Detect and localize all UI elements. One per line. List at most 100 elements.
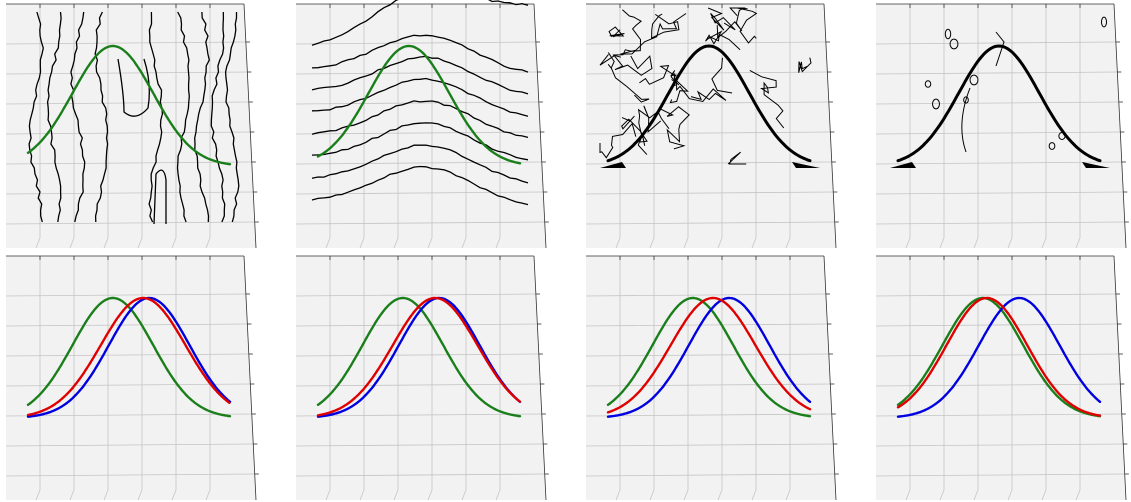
series-red-curve <box>26 296 232 417</box>
grid-floor-line <box>137 237 143 249</box>
contour-line <box>311 165 529 206</box>
pane <box>876 4 1126 248</box>
contour-line <box>607 52 650 103</box>
axis-right <box>823 255 837 501</box>
grid-floor-line <box>939 489 945 501</box>
pane <box>6 4 256 248</box>
panel-r1c1 <box>5 3 259 249</box>
contour-line <box>311 77 529 117</box>
contour-line <box>737 7 758 44</box>
grid-floor-line <box>751 237 757 249</box>
series-black-curve <box>896 44 1102 163</box>
series-blue-curve <box>606 296 812 418</box>
contour-line <box>311 144 529 184</box>
curve-end-marker <box>600 162 626 168</box>
curve-end-marker <box>1082 162 1110 168</box>
contour-line <box>311 0 529 46</box>
grid-hline <box>295 41 536 45</box>
grid-floor-line <box>205 237 211 249</box>
grid-hline <box>295 191 544 195</box>
panel-r1c4 <box>875 3 1129 249</box>
contour-line <box>599 122 637 159</box>
series-green-curve <box>896 296 1102 418</box>
contour-line <box>176 11 190 223</box>
grid-floor-line <box>683 489 689 501</box>
grid-hline <box>295 71 538 75</box>
contour-line <box>46 11 62 223</box>
grid-hline <box>5 71 248 75</box>
grid-floor-line <box>939 237 945 249</box>
contour-line <box>311 34 529 73</box>
grid-floor-line <box>495 237 501 249</box>
grid-floor-line <box>205 489 211 501</box>
grid-hline <box>875 221 1125 225</box>
series-green-curve <box>606 296 812 418</box>
grid-floor-line <box>615 237 621 249</box>
series-green-curve <box>26 296 232 418</box>
grid-floor-line <box>905 489 911 501</box>
grid-hline <box>585 71 828 75</box>
grid-floor-line <box>1075 237 1081 249</box>
contour-line <box>153 169 167 225</box>
grid-floor-line <box>35 237 41 249</box>
contour-blob <box>963 96 969 104</box>
grid-floor-line <box>359 489 365 501</box>
axis-right <box>243 255 257 501</box>
contour-line <box>599 54 653 76</box>
grid-hline <box>585 221 835 225</box>
pane <box>586 4 836 248</box>
grid-hline <box>585 191 834 195</box>
grid-hline <box>585 131 831 135</box>
contour-blob <box>1048 142 1056 150</box>
contour-line <box>749 69 785 129</box>
pane <box>586 256 836 500</box>
contour-blob <box>949 38 959 50</box>
grid-floor-line <box>427 489 433 501</box>
contour-line <box>639 65 680 86</box>
contour-line <box>658 106 690 150</box>
contour-line <box>716 7 746 39</box>
grid-floor-line <box>973 237 979 249</box>
series-blue-curve <box>26 296 232 418</box>
grid-floor-line <box>905 237 911 249</box>
grid-hline <box>5 293 246 297</box>
contour-line <box>94 11 109 223</box>
grid-floor-line <box>103 237 109 249</box>
contour-line <box>224 12 240 223</box>
panel-r2c4 <box>875 255 1129 501</box>
grid-floor-line <box>427 237 433 249</box>
grid-floor-line <box>461 489 467 501</box>
grid-hline <box>875 413 1122 417</box>
grid-floor-line <box>103 489 109 501</box>
contour-line <box>210 11 226 223</box>
grid-hline <box>875 41 1116 45</box>
curve-end-marker <box>792 162 820 168</box>
grid-hline <box>5 443 254 447</box>
grid-hline <box>875 443 1124 447</box>
pane <box>6 256 256 500</box>
grid-hline <box>295 323 538 327</box>
grid-hline <box>585 413 832 417</box>
contour-line <box>70 11 86 223</box>
grid-floor-line <box>359 237 365 249</box>
contour-line <box>311 55 529 95</box>
grid-hline <box>585 101 829 105</box>
contour-line <box>727 151 747 165</box>
grid-hline <box>295 161 542 165</box>
grid-floor-line <box>615 489 621 501</box>
contour-blob <box>969 74 979 86</box>
grid-hline <box>875 323 1118 327</box>
grid-hline <box>295 101 539 105</box>
grid-floor-line <box>325 489 331 501</box>
grid-floor-line <box>393 489 399 501</box>
grid-floor-line <box>171 489 177 501</box>
grid-floor-line <box>1007 237 1013 249</box>
contour-line <box>194 11 210 223</box>
grid-hline <box>5 353 249 357</box>
grid-hline <box>585 41 826 45</box>
grid-floor-line <box>785 237 791 249</box>
grid-hline <box>585 443 834 447</box>
grid-hline <box>295 293 536 297</box>
grid-hline <box>875 131 1121 135</box>
grid-hline <box>5 473 255 477</box>
